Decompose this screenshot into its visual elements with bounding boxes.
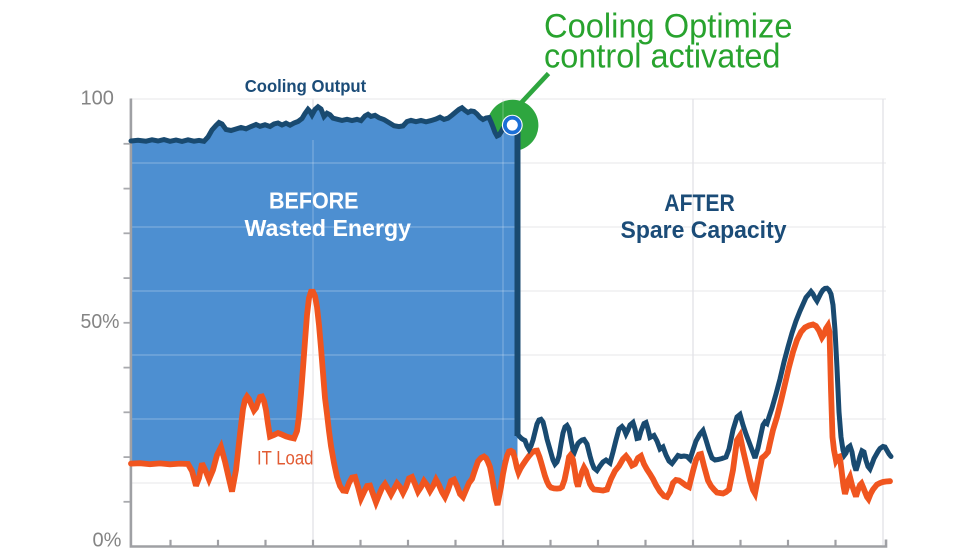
svg-text:0%: 0% <box>93 530 122 552</box>
svg-text:BEFORE: BEFORE <box>269 188 359 214</box>
svg-text:Cooling Output: Cooling Output <box>245 76 367 96</box>
svg-text:Spare Capacity: Spare Capacity <box>621 217 788 244</box>
svg-text:control activated: control activated <box>544 38 781 76</box>
svg-text:AFTER: AFTER <box>664 190 735 217</box>
svg-text:IT Load: IT Load <box>257 449 314 470</box>
svg-text:50%: 50% <box>81 311 120 333</box>
svg-text:Wasted Energy: Wasted Energy <box>245 215 412 241</box>
svg-text:100: 100 <box>81 88 114 110</box>
svg-text:Cooling Optimize: Cooling Optimize <box>544 8 793 46</box>
